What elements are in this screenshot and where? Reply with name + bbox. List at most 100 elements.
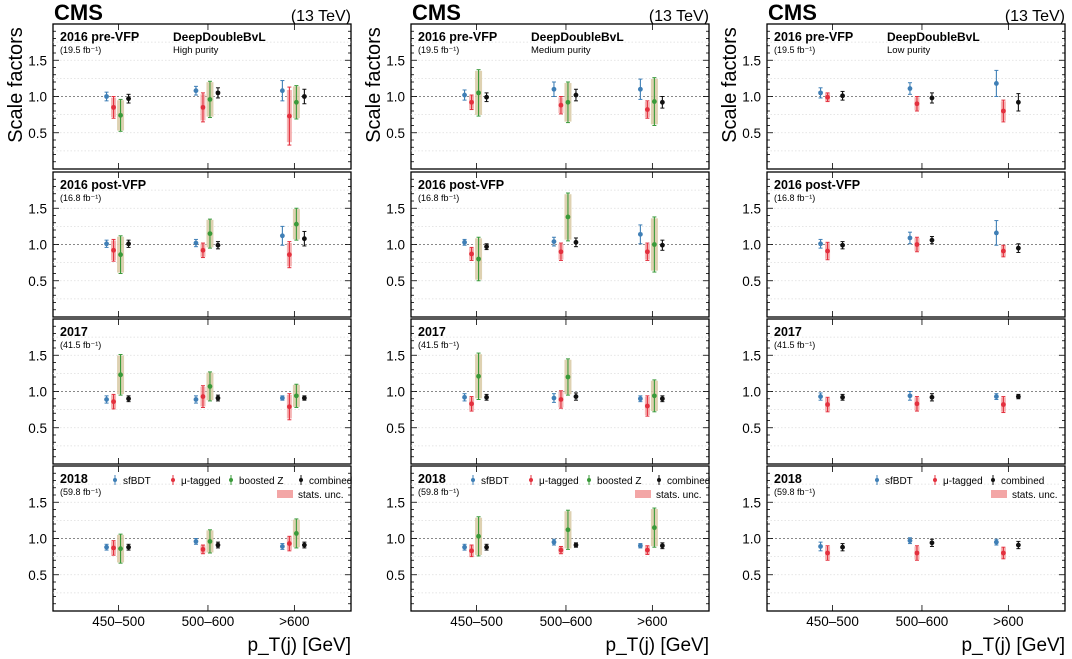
z-marker [476, 256, 481, 262]
legend-label-stats: stats. unc. [1012, 490, 1058, 501]
y-tick-label: 1.5 [386, 201, 405, 216]
era-label: 2017 [418, 325, 446, 339]
y-tick-label: 1.0 [742, 90, 761, 105]
y-tick-label: 0.5 [28, 274, 47, 289]
y-tick-label: 1.0 [386, 238, 405, 253]
comb-marker [301, 542, 307, 548]
legend-label-sfbdt: sfBDT [885, 476, 913, 487]
mu-marker [286, 113, 292, 119]
y-tick-label: 1.5 [28, 53, 47, 68]
mu-marker [558, 547, 564, 553]
y-tick-label: 0.5 [386, 568, 405, 583]
comb-marker [215, 242, 221, 248]
purity-label: Low purity [887, 45, 931, 56]
comb-marker [484, 94, 489, 100]
y-tick-label: 0.5 [386, 274, 405, 289]
legend-marker [587, 478, 591, 482]
legend-label-combined: combined [1001, 476, 1044, 487]
comb-marker [126, 396, 131, 402]
mu-marker [1000, 402, 1006, 407]
mu-marker [825, 248, 830, 254]
sfbdt-marker [993, 394, 999, 399]
mu-marker [914, 550, 920, 556]
y-tick-label: 0.5 [742, 568, 761, 583]
legend-marker [471, 478, 475, 482]
sfbdt-marker [993, 230, 999, 236]
comb-marker [840, 242, 845, 248]
mu-marker [286, 252, 292, 258]
sfbdt-marker [193, 397, 199, 402]
comb-marker [573, 542, 579, 548]
sfbdt-marker [551, 86, 557, 92]
tagger-label: DeepDoubleBvL [887, 30, 980, 44]
sfbdt-marker [279, 395, 285, 401]
mu-marker [469, 251, 474, 257]
mu-marker [469, 401, 474, 407]
legend-label-stats: stats. unc. [298, 490, 344, 501]
cms-label: CMS [768, 0, 817, 25]
energy-label: (13 TeV) [649, 8, 709, 25]
panel-0-1: 0.5 1.0 1.5 2016 post-VFP(16.8 fb⁻¹) [28, 171, 352, 318]
comb-marker [573, 239, 579, 245]
mu-marker [558, 249, 564, 255]
era-label: 2018 [774, 472, 802, 486]
sfbdt-marker [104, 94, 109, 99]
mu-marker [558, 397, 564, 402]
legend-marker [171, 478, 175, 482]
comb-marker [1015, 542, 1021, 548]
sfbdt-marker [637, 86, 643, 92]
comb-marker [1015, 99, 1021, 105]
panel-0-0: 0.5 1.0 1.5 2016 pre-VFP(19.5 fb⁻¹) DeepDoub… [28, 23, 352, 170]
sfbdt-marker [907, 235, 913, 241]
z-marker [651, 525, 657, 531]
z-marker [651, 99, 657, 104]
era-label: 2016 pre-VFP [774, 30, 853, 44]
mu-marker [644, 547, 650, 553]
mu-marker [1000, 248, 1006, 254]
sfbdt-marker [637, 231, 643, 237]
sfbdt-marker [818, 394, 823, 399]
comb-marker [573, 394, 579, 399]
y-tick-label: 1.0 [28, 385, 47, 400]
sfbdt-marker [462, 239, 467, 245]
mu-marker [914, 401, 920, 407]
z-marker [476, 90, 481, 96]
sfbdt-marker [907, 393, 913, 399]
comb-marker [215, 395, 221, 401]
legend-marker [991, 478, 995, 482]
y-axis-label: Scale factors [5, 27, 27, 143]
z-marker [565, 527, 571, 533]
mu-marker [200, 546, 206, 552]
comb-marker [929, 237, 935, 243]
comb-marker [126, 544, 131, 550]
y-tick-label: 1.0 [742, 532, 761, 547]
z-marker [207, 384, 213, 389]
panel-0-2: 0.5 1.0 1.5 2017(41.5 fb⁻¹) [28, 318, 352, 465]
y-tick-label: 1.5 [742, 348, 761, 363]
y-tick-label: 0.5 [28, 421, 47, 436]
x-category-label: 500–600 [540, 614, 593, 629]
x-category-label: 450–500 [92, 614, 145, 629]
mu-marker [825, 550, 830, 556]
lumi-label: (41.5 fb⁻¹) [418, 340, 459, 350]
y-tick-label: 0.5 [28, 126, 47, 141]
comb-marker [929, 394, 935, 400]
comb-marker [929, 95, 935, 101]
y-tick-label: 0.5 [742, 421, 761, 436]
panel-0-3: 0.5 1.0 1.5 2018(59.8 fb⁻¹) sfBDT μ-tagged boo… [28, 465, 352, 629]
x-axis-label: p_T(j) [GeV] [606, 635, 709, 656]
mu-marker [1000, 550, 1006, 556]
y-tick-label: 1.0 [386, 532, 405, 547]
sfbdt-marker [104, 544, 109, 550]
comb-marker [484, 244, 489, 250]
legend-label-mu_tagged: μ-tagged [943, 476, 983, 487]
sfbdt-marker [279, 544, 285, 549]
lumi-label: (59.8 fb⁻¹) [418, 487, 459, 497]
legend-marker [113, 478, 117, 482]
mu-marker [111, 545, 116, 551]
mu-marker [914, 242, 920, 247]
sfbdt-marker [993, 539, 999, 545]
z-marker [207, 97, 213, 102]
panel-1-2: 0.5 1.0 1.5 2017(41.5 fb⁻¹) [386, 318, 710, 465]
mu-marker [200, 394, 206, 399]
